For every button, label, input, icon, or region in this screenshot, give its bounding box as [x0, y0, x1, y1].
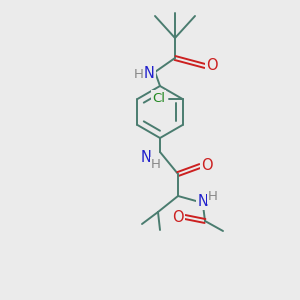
- Text: H: H: [134, 68, 144, 80]
- Text: H: H: [151, 158, 161, 172]
- Text: Cl: Cl: [152, 92, 165, 104]
- Text: H: H: [208, 190, 218, 202]
- Text: N: N: [144, 67, 154, 82]
- Text: O: O: [172, 209, 184, 224]
- Text: O: O: [201, 158, 213, 173]
- Text: N: N: [198, 194, 208, 208]
- Text: O: O: [206, 58, 218, 74]
- Text: N: N: [141, 149, 152, 164]
